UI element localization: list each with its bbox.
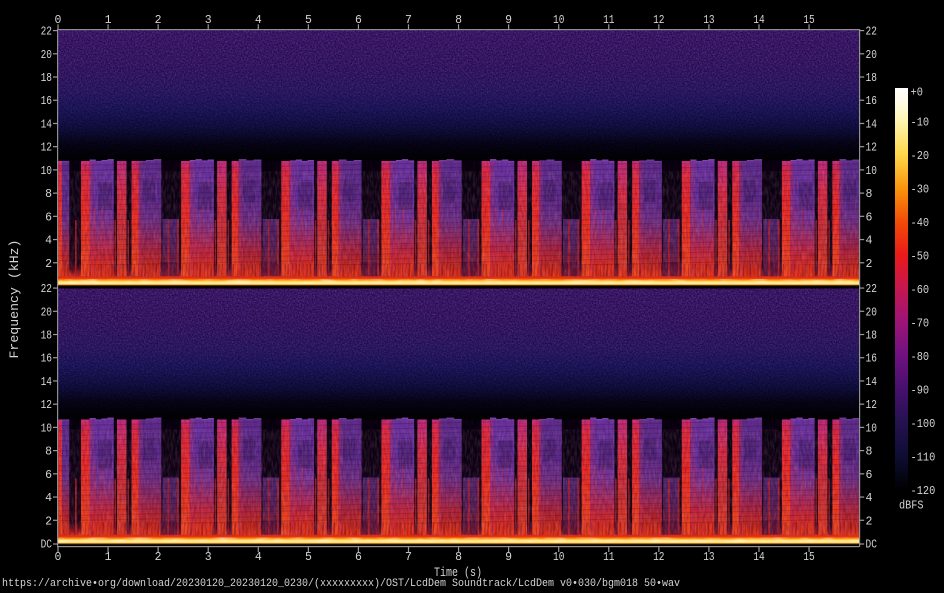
svg-text:12: 12 — [41, 399, 52, 412]
svg-text:8: 8 — [45, 446, 52, 459]
svg-text:1: 1 — [105, 551, 112, 564]
svg-text:2: 2 — [155, 551, 162, 564]
svg-text:4: 4 — [255, 14, 262, 27]
svg-text:-70: -70 — [911, 318, 930, 331]
svg-text:10: 10 — [866, 422, 877, 435]
svg-text:12: 12 — [866, 399, 877, 412]
svg-text:9: 9 — [505, 551, 512, 564]
svg-text:6: 6 — [866, 469, 873, 482]
svg-text:1: 1 — [105, 14, 112, 27]
svg-text:DC: DC — [41, 539, 52, 552]
svg-text:20: 20 — [866, 49, 877, 62]
svg-text:5: 5 — [305, 14, 312, 27]
svg-text:13: 13 — [703, 551, 714, 564]
svg-text:2: 2 — [866, 515, 873, 528]
svg-text:-80: -80 — [911, 351, 930, 364]
svg-text:8: 8 — [866, 188, 873, 201]
svg-text:4: 4 — [866, 235, 873, 248]
svg-text:14: 14 — [866, 376, 877, 389]
svg-text:15: 15 — [803, 551, 814, 564]
svg-text:3: 3 — [205, 551, 212, 564]
svg-text:14: 14 — [866, 119, 877, 132]
svg-text:7: 7 — [405, 14, 412, 27]
svg-text:22: 22 — [41, 26, 52, 39]
svg-text:4: 4 — [255, 551, 262, 564]
svg-text:18: 18 — [866, 330, 877, 343]
svg-text:10: 10 — [41, 422, 52, 435]
svg-text:20: 20 — [866, 306, 877, 319]
svg-text:10: 10 — [553, 551, 564, 564]
svg-text:6: 6 — [45, 211, 52, 224]
svg-text:14: 14 — [41, 119, 52, 132]
svg-text:16: 16 — [41, 95, 52, 108]
svg-text:8: 8 — [866, 446, 873, 459]
svg-text:-120: -120 — [911, 485, 936, 498]
svg-text:6: 6 — [45, 469, 52, 482]
svg-text:15: 15 — [803, 14, 814, 27]
svg-text:10: 10 — [41, 165, 52, 178]
svg-text:22: 22 — [41, 283, 52, 296]
svg-text:0: 0 — [55, 551, 62, 564]
svg-text:3: 3 — [205, 14, 212, 27]
svg-text:5: 5 — [305, 551, 312, 564]
svg-text:22: 22 — [866, 26, 877, 39]
svg-text:2: 2 — [155, 14, 162, 27]
svg-text:-20: -20 — [911, 150, 930, 163]
svg-text:14: 14 — [753, 551, 764, 564]
svg-text:-30: -30 — [911, 184, 930, 197]
svg-text:8: 8 — [455, 551, 462, 564]
svg-text:6: 6 — [355, 551, 362, 564]
svg-text:16: 16 — [41, 353, 52, 366]
svg-text:12: 12 — [41, 142, 52, 155]
svg-text:https://archive•org/download/2: https://archive•org/download/20230120_20… — [2, 578, 680, 590]
svg-text:12: 12 — [866, 142, 877, 155]
svg-text:8: 8 — [455, 14, 462, 27]
svg-text:13: 13 — [703, 14, 714, 27]
svg-text:2: 2 — [866, 258, 873, 271]
svg-text:4: 4 — [45, 492, 52, 505]
svg-text:DC: DC — [866, 539, 877, 552]
svg-text:2: 2 — [45, 258, 52, 271]
svg-text:12: 12 — [653, 14, 664, 27]
svg-text:16: 16 — [866, 95, 877, 108]
svg-text:10: 10 — [866, 165, 877, 178]
svg-text:20: 20 — [41, 306, 52, 319]
svg-text:6: 6 — [355, 14, 362, 27]
svg-text:8: 8 — [45, 188, 52, 201]
svg-text:-10: -10 — [911, 117, 930, 130]
svg-text:7: 7 — [405, 551, 412, 564]
svg-text:-60: -60 — [911, 284, 930, 297]
svg-text:20: 20 — [41, 49, 52, 62]
svg-text:+0: +0 — [911, 87, 923, 100]
svg-text:6: 6 — [866, 211, 873, 224]
svg-text:16: 16 — [866, 353, 877, 366]
svg-text:9: 9 — [505, 14, 512, 27]
svg-text:-100: -100 — [911, 418, 936, 431]
svg-text:-90: -90 — [911, 385, 930, 398]
svg-text:12: 12 — [653, 551, 664, 564]
svg-text:18: 18 — [41, 72, 52, 85]
svg-text:Time (s): Time (s) — [434, 566, 482, 580]
svg-text:0: 0 — [55, 14, 62, 27]
svg-text:18: 18 — [41, 330, 52, 343]
svg-text:dBFS: dBFS — [899, 500, 924, 513]
svg-text:11: 11 — [603, 14, 614, 27]
svg-text:11: 11 — [603, 551, 614, 564]
svg-text:Frequency (kHz): Frequency (kHz) — [8, 240, 22, 359]
svg-text:-50: -50 — [911, 251, 930, 264]
svg-text:-110: -110 — [911, 452, 936, 465]
svg-text:14: 14 — [753, 14, 764, 27]
svg-text:-40: -40 — [911, 217, 930, 230]
svg-text:22: 22 — [866, 283, 877, 296]
svg-text:2: 2 — [45, 515, 52, 528]
svg-text:18: 18 — [866, 72, 877, 85]
svg-text:10: 10 — [553, 14, 564, 27]
svg-text:14: 14 — [41, 376, 52, 389]
svg-text:4: 4 — [866, 492, 873, 505]
svg-text:4: 4 — [45, 235, 52, 248]
